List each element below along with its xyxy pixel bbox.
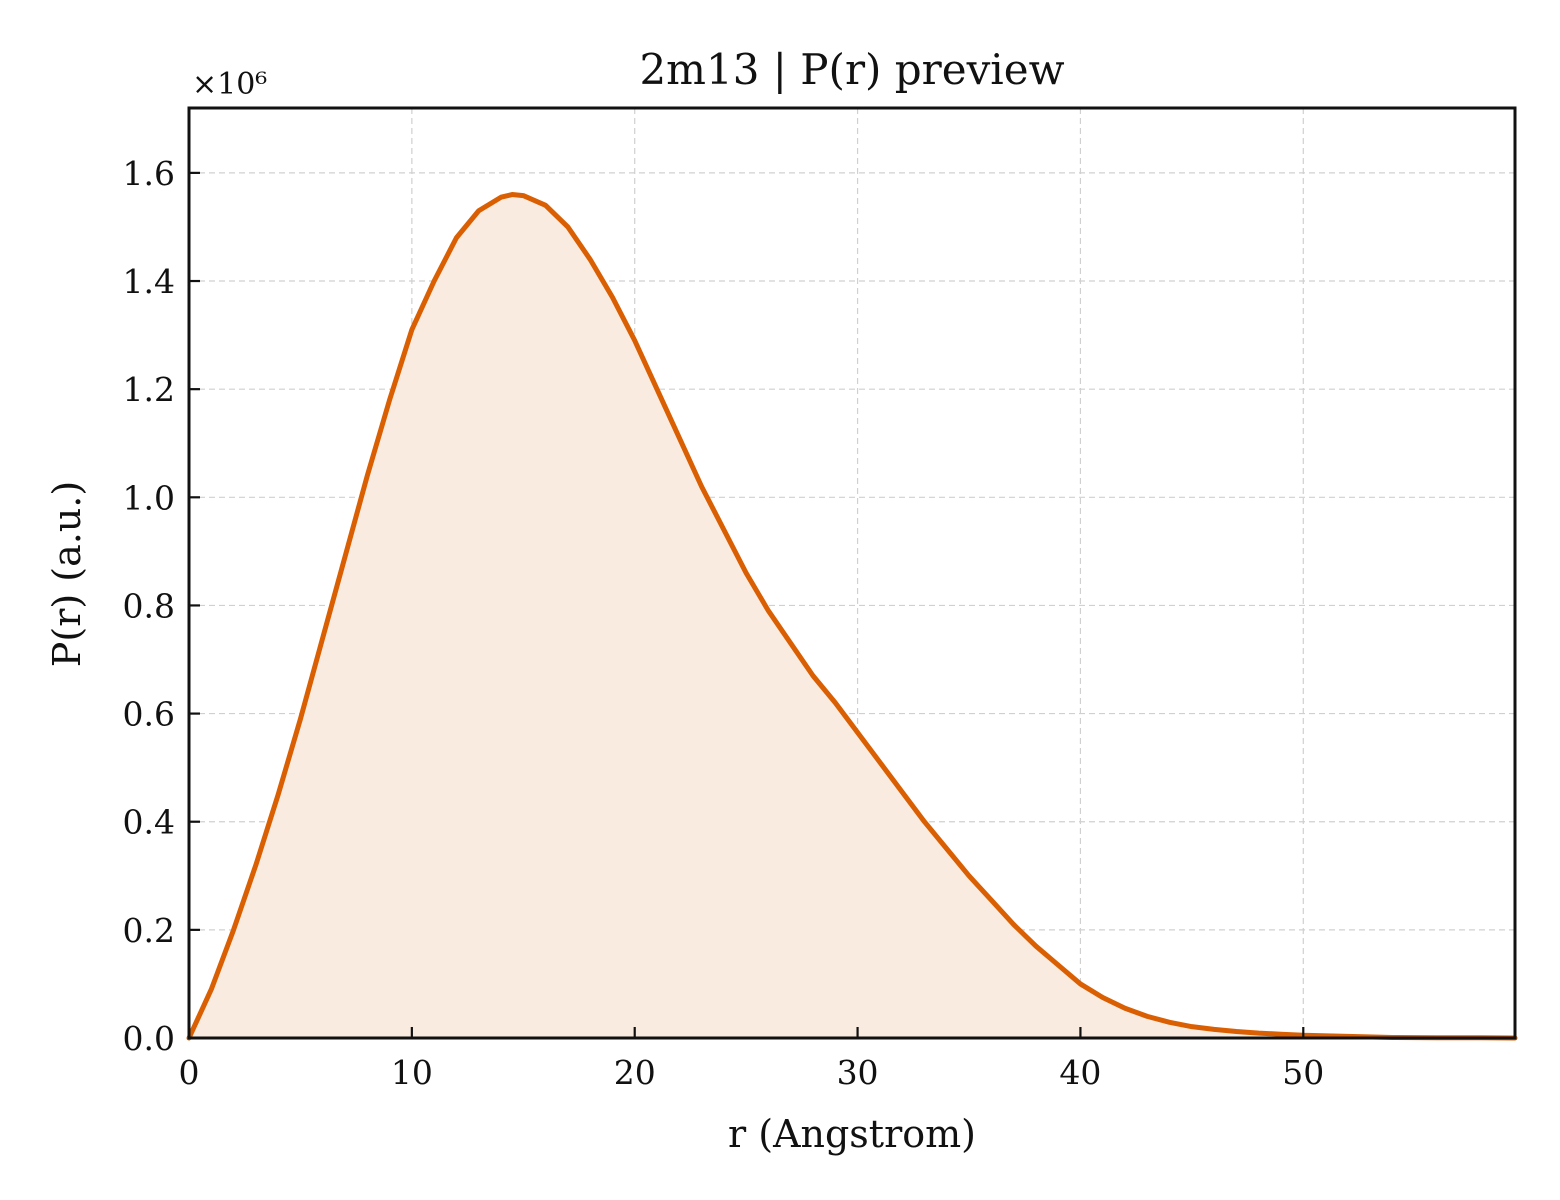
pr-area-fill bbox=[189, 194, 1515, 1038]
y-tick-label: 1.4 bbox=[123, 262, 175, 301]
y-tick-label: 0.8 bbox=[123, 586, 175, 625]
y-tick-label: 0.0 bbox=[123, 1019, 175, 1058]
y-axis-multiplier: ×10⁶ bbox=[192, 67, 267, 102]
x-tick-label: 10 bbox=[391, 1053, 433, 1092]
y-tick-label: 0.4 bbox=[123, 803, 175, 842]
y-tick-label: 1.0 bbox=[123, 478, 175, 517]
y-tick-label: 1.6 bbox=[123, 154, 175, 193]
y-tick-label: 1.2 bbox=[123, 370, 175, 409]
x-axis-label: r (Angstrom) bbox=[728, 1112, 976, 1156]
x-tick-label: 50 bbox=[1282, 1053, 1324, 1092]
x-tick-label: 0 bbox=[179, 1053, 200, 1092]
y-tick-label: 0.2 bbox=[123, 911, 175, 950]
pr-series-line bbox=[186, 192, 1518, 1041]
y-tick-label: 0.6 bbox=[123, 695, 175, 734]
x-tick-label: 40 bbox=[1059, 1053, 1101, 1092]
y-axis-label: P(r) (a.u.) bbox=[45, 481, 89, 667]
tick-layer: 0 10 20 30 40 50 0.0 0.2 0.4 0.6 0.8 1.0 1.2 1.4 1.6 bbox=[123, 154, 1325, 1092]
plot-frame bbox=[187, 106, 1517, 1040]
x-tick-label: 30 bbox=[837, 1053, 879, 1092]
x-tick-label: 20 bbox=[614, 1053, 656, 1092]
chart-title: 2m13 | P(r) preview bbox=[639, 45, 1064, 94]
